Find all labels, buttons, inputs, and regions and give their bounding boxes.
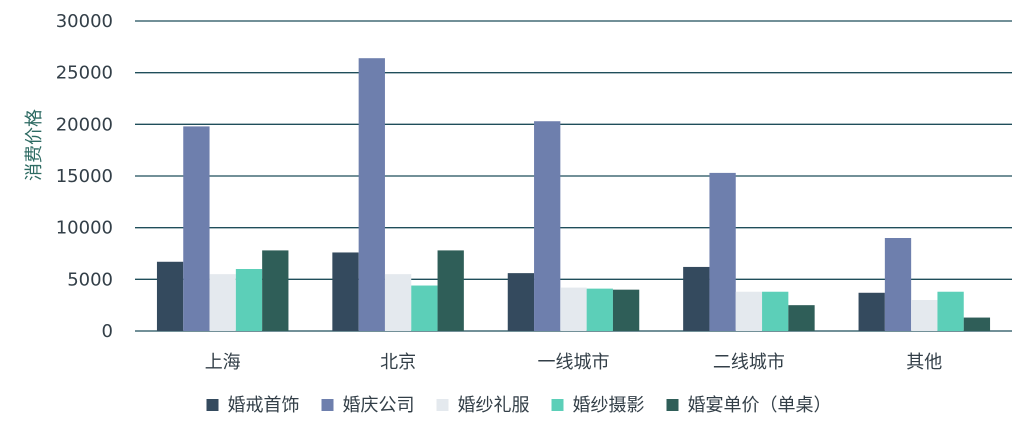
y-tick-label: 10000: [56, 218, 113, 239]
legend-swatch: [206, 399, 219, 411]
x-category-label: 一线城市: [538, 352, 610, 373]
bar: [507, 273, 535, 331]
bar: [709, 172, 736, 331]
bar: [788, 305, 815, 331]
bar: [937, 291, 964, 331]
y-tick-label: 30000: [56, 11, 113, 32]
x-category-label: 北京: [380, 352, 416, 373]
y-axis-label: 消费价格: [24, 109, 45, 181]
legend-label: 婚宴单价（单桌）: [688, 394, 832, 416]
legend: 婚戒首饰 婚庆公司 婚纱礼服 婚纱摄影 婚宴单价（单桌）: [206, 394, 832, 416]
bar: [262, 250, 289, 331]
legend-item: 婚纱礼服: [436, 395, 530, 416]
bar: [235, 269, 263, 331]
y-tick-label: 15000: [56, 166, 113, 187]
x-category-label: 二线城市: [713, 352, 785, 373]
legend-label: 婚纱礼服: [458, 395, 530, 416]
x-category-label: 其他: [906, 352, 942, 373]
legend-item: 婚庆公司: [321, 395, 415, 416]
legend-swatch: [436, 399, 449, 411]
y-tick-label: 25000: [56, 63, 113, 84]
bar: [735, 291, 763, 331]
bar: [683, 266, 710, 331]
bar: [384, 274, 412, 331]
legend-swatch: [321, 399, 334, 411]
bar: [411, 285, 438, 331]
x-axis-categories: 上海 北京 一线城市 二线城市 其他: [205, 352, 943, 373]
legend-item: 婚戒首饰: [206, 395, 300, 416]
legend-label: 婚纱摄影: [573, 395, 645, 416]
bar: [586, 288, 613, 331]
bar: [183, 126, 210, 332]
legend-label: 婚庆公司: [343, 395, 415, 416]
bar: [963, 317, 991, 331]
bar: [358, 58, 385, 331]
bars: [156, 58, 991, 332]
legend-item: 婚纱摄影: [551, 395, 645, 416]
bar: [858, 292, 885, 331]
bar: [911, 300, 938, 331]
y-tick-label: 5000: [67, 269, 113, 290]
bar: [332, 252, 359, 331]
bar: [762, 291, 789, 331]
y-axis-ticks: 0 5000 10000 15000 20000 25000 30000: [56, 11, 113, 342]
bar: [612, 289, 640, 331]
bar: [884, 238, 912, 331]
bar: [437, 250, 464, 331]
bar: [209, 274, 236, 331]
y-tick-label: 20000: [56, 114, 113, 135]
legend-item: 婚宴单价（单桌）: [666, 394, 832, 416]
legend-swatch: [666, 399, 679, 411]
legend-label: 婚戒首饰: [228, 395, 300, 416]
bar: [156, 261, 184, 331]
bar: [560, 287, 587, 331]
y-tick-label: 0: [102, 321, 113, 342]
legend-swatch: [551, 399, 564, 411]
x-category-label: 上海: [205, 352, 241, 373]
bar: [534, 121, 561, 331]
